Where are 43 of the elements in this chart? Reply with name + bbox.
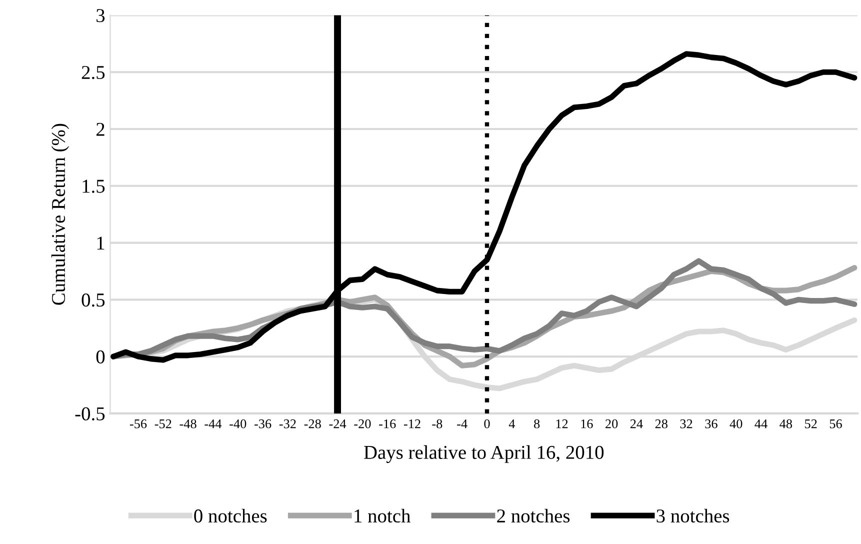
y-tick-label: -0.5: [75, 407, 105, 420]
x-tick-label: -52: [154, 419, 172, 428]
x-tick-label: -32: [279, 419, 296, 428]
y-tick-label: 0.5: [82, 293, 105, 307]
x-tick-label: 28: [655, 419, 668, 428]
x-tick-label: -16: [379, 419, 396, 428]
x-tick-label: -36: [254, 419, 272, 428]
x-axis-title: Days relative to April 16, 2010: [364, 445, 604, 463]
y-axis-title: Cumulative Return (%): [51, 124, 70, 305]
x-tick-label: 52: [805, 419, 817, 428]
x-tick-label: 0: [484, 419, 490, 428]
x-tick-label: 24: [630, 419, 643, 428]
x-tick-label: 32: [680, 419, 692, 428]
x-tick-label: 20: [606, 419, 618, 428]
x-tick-label: 12: [556, 419, 568, 428]
x-tick-label: -20: [354, 419, 371, 428]
x-tick-label: 44: [754, 419, 768, 428]
x-tick-label: -40: [230, 419, 246, 428]
x-tick-label: -48: [180, 419, 196, 428]
x-tick-label: -24: [329, 419, 346, 428]
x-tick-label: 4: [508, 419, 515, 428]
legend-label: 0 notches: [194, 508, 267, 523]
legend-label: 2 notches: [497, 508, 570, 523]
y-tick-label: 0: [96, 350, 105, 364]
y-tick-label: 1.5: [82, 180, 105, 193]
x-tick-label: 36: [705, 419, 718, 428]
x-tick-label: -56: [130, 419, 147, 428]
x-tick-label: -28: [304, 419, 321, 428]
x-tick-label: -4: [457, 419, 468, 428]
x-tick-label: -12: [404, 419, 420, 428]
y-tick-label: 2: [96, 122, 104, 136]
y-tick-label: 1: [97, 236, 104, 250]
x-tick-label: 56: [830, 419, 842, 428]
x-tick-label: 48: [780, 419, 792, 428]
y-tick-label: 2.5: [82, 66, 105, 80]
x-tick-label: -44: [204, 419, 222, 428]
x-tick-label: 40: [730, 419, 742, 428]
x-tick-label: -8: [432, 419, 442, 428]
legend-label: 3 notches: [656, 508, 730, 523]
y-tick-label: 3: [96, 9, 105, 22]
x-tick-label: 8: [534, 419, 540, 428]
x-tick-label: 16: [581, 419, 593, 428]
legend-label: 1 notch: [354, 508, 410, 523]
